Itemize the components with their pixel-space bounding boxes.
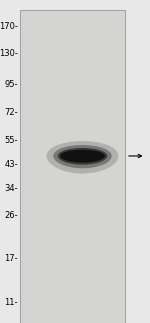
Text: 170-: 170- bbox=[0, 22, 18, 31]
Text: 34-: 34- bbox=[4, 184, 18, 193]
Ellipse shape bbox=[46, 141, 118, 173]
Ellipse shape bbox=[60, 150, 105, 163]
Text: 43-: 43- bbox=[4, 161, 18, 170]
FancyBboxPatch shape bbox=[20, 10, 124, 323]
Text: 26-: 26- bbox=[4, 211, 18, 220]
Text: 55-: 55- bbox=[4, 136, 18, 145]
Text: 95-: 95- bbox=[4, 80, 18, 89]
Text: 130-: 130- bbox=[0, 49, 18, 58]
Ellipse shape bbox=[58, 148, 107, 165]
Ellipse shape bbox=[53, 145, 112, 168]
Text: 72-: 72- bbox=[4, 109, 18, 117]
Text: 17-: 17- bbox=[4, 254, 18, 263]
Text: 11-: 11- bbox=[4, 298, 18, 307]
